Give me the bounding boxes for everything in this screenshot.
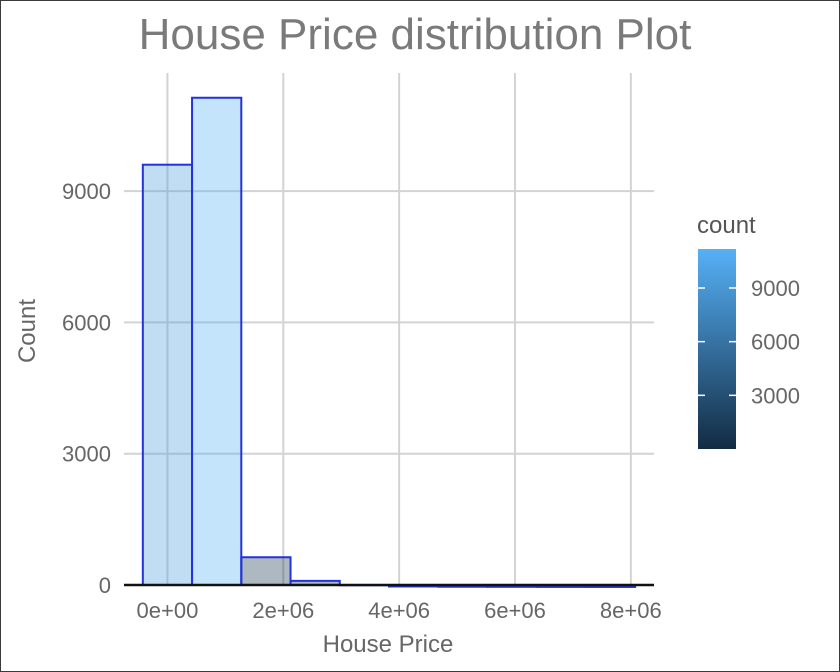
x-tick-label: 6e+06 [484,598,546,623]
chart-title: House Price distribution Plot [139,10,692,59]
legend-tick-label: 9000 [751,276,800,301]
y-tick-label: 3000 [62,442,111,467]
axis-layer: 0e+00 2e+06 4e+06 6e+06 8e+06 0 3000 6000 9000 [62,179,662,623]
y-axis-label: Count [14,299,41,363]
y-tick-label: 0 [99,573,111,598]
legend-color-bar [698,249,736,449]
x-tick-label: 0e+00 [137,598,199,623]
x-tick-label: 4e+06 [368,598,430,623]
histogram-bar [141,163,194,586]
x-tick-label: 2e+06 [252,598,314,623]
legend-tick-label: 6000 [751,330,800,355]
bar-layer [141,96,637,588]
x-tick-label: 8e+06 [600,598,662,623]
histogram-bar [240,556,292,587]
color-legend: count 3000 6000 9000 [697,212,800,449]
x-axis-label: House Price [323,631,454,658]
y-tick-label: 6000 [62,310,111,335]
histogram-bar [191,96,243,586]
legend-title: count [697,212,756,239]
legend-ticks: 3000 6000 9000 [698,276,800,408]
y-tick-label: 9000 [62,179,111,204]
legend-tick-label: 3000 [751,383,800,408]
